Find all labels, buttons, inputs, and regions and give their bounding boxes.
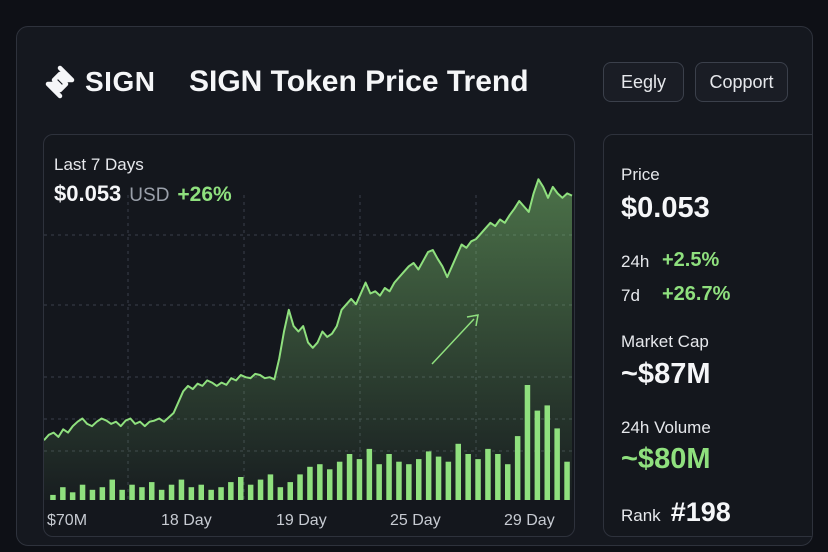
price-area	[44, 179, 572, 501]
volume-label: 24h Volume	[621, 418, 711, 437]
dashboard-card: SIGN SIGN Token Price Trend Eegly Coppor…	[16, 26, 813, 546]
stats-panel: Price $0.053 24h +2.5% 7d +26.7% Market …	[603, 134, 812, 537]
rank-row: Rank #198	[621, 497, 731, 528]
sign-logo-icon	[45, 65, 75, 99]
market-cap-value: ~$87M	[621, 358, 711, 390]
price-line	[44, 178, 573, 441]
change-7d-label: 7d	[621, 286, 640, 305]
trend-arrow-head	[466, 314, 479, 327]
chart-price-summary: $0.053 USD +26%	[54, 181, 232, 207]
eegly-button[interactable]: Eegly	[603, 62, 684, 102]
change-7d-value: +26.7%	[662, 283, 731, 305]
trend-arrow-shaft	[431, 318, 475, 365]
brand-logo: SIGN	[43, 65, 155, 99]
x-tick-label: 18 Day	[161, 512, 212, 529]
brand-name: SIGN	[85, 66, 156, 97]
copport-button[interactable]: Copport	[695, 62, 788, 102]
chart-price-unit: USD	[129, 185, 170, 206]
rank-value: #198	[670, 497, 731, 527]
chart-price: $0.053	[54, 181, 122, 206]
price-chart-panel: $70M 18 Day 19 Day 25 Day 29 Day Last 7 Days…	[43, 134, 575, 537]
change-24h-label: 24h	[621, 252, 650, 271]
x-tick-label: 19 Day	[276, 512, 327, 529]
market-cap-label: Market Cap	[621, 332, 709, 351]
price-value: $0.053	[621, 192, 710, 224]
x-tick-label: 29 Day	[504, 512, 555, 529]
x-tick-label: 25 Day	[390, 512, 441, 529]
page-title: SIGN Token Price Trend	[189, 65, 529, 98]
price-chart: $70M 18 Day 19 Day 25 Day 29 Day	[44, 178, 574, 529]
change-24h-value: +2.5%	[662, 249, 720, 271]
range-label: Last 7 Days	[54, 155, 144, 174]
price-label: Price	[621, 165, 660, 184]
rank-label: Rank	[621, 506, 661, 525]
volume-value: ~$80M	[621, 443, 711, 475]
x-tick-label: $70M	[47, 512, 87, 529]
chart-price-change: +26%	[177, 183, 232, 206]
